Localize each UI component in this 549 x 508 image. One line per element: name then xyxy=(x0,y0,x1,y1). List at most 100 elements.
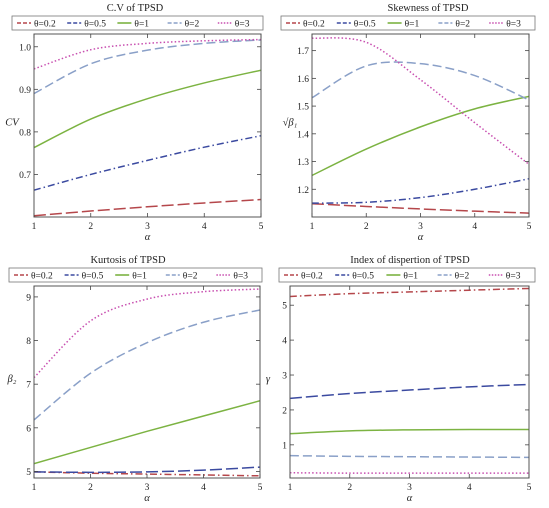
x-tick-label: 3 xyxy=(145,483,150,493)
x-tick-label: 1 xyxy=(32,483,37,493)
series-line xyxy=(34,39,261,95)
x-tick-label: 4 xyxy=(472,222,477,232)
series-line xyxy=(34,309,260,421)
series-line xyxy=(312,37,529,165)
chart-title: Kurtosis of TPSD xyxy=(90,255,165,266)
y-tick-label: 1.5 xyxy=(297,103,309,113)
y-tick-label: 1.7 xyxy=(297,47,309,57)
y-tick-label: 5 xyxy=(26,468,31,478)
x-axis-label: α xyxy=(407,493,413,504)
y-tick-label: 1.0 xyxy=(19,43,31,53)
series-line xyxy=(34,400,260,465)
y-axis-label: γ xyxy=(266,374,271,385)
x-tick-label: 2 xyxy=(88,483,93,493)
x-tick-label: 2 xyxy=(88,222,93,232)
x-tick-label: 1 xyxy=(32,222,37,232)
legend-label: θ=3 xyxy=(235,19,250,29)
chart-title: Skewness of TPSD xyxy=(388,3,469,14)
y-tick-label: 7 xyxy=(26,381,31,391)
legend-label: θ=3 xyxy=(506,19,521,29)
legend-label: θ=0.2 xyxy=(301,271,323,281)
legend-box xyxy=(11,15,264,31)
y-tick-label: 5 xyxy=(282,302,287,312)
legend-box xyxy=(278,267,536,283)
y-tick-label: 1.2 xyxy=(297,186,309,196)
series-line xyxy=(34,198,261,217)
chart-panel-3: Kurtosis of TPSD θ=0.2 θ=0.5 θ=1 θ=2 θ=3 1 2 3 4 5… xyxy=(7,255,263,504)
chart-title: C.V of TPSD xyxy=(107,3,164,14)
series-line xyxy=(312,177,529,204)
series-line xyxy=(290,454,529,459)
legend-label: θ=0.2 xyxy=(34,19,56,29)
x-tick-label: 3 xyxy=(418,222,423,232)
y-tick-label: 0.7 xyxy=(19,171,31,181)
chart-panel-2: Skewness of TPSD θ=0.2 θ=0.5 θ=1 θ=2 θ=3 1 2 3 4 5… xyxy=(280,3,536,243)
legend-label: θ=2 xyxy=(455,19,470,29)
legend-label: θ=0.2 xyxy=(31,271,53,281)
y-tick-label: 1.3 xyxy=(297,158,309,168)
chart-title: Index of dispertion of TPSD xyxy=(350,255,470,266)
y-tick-label: 0.9 xyxy=(19,86,31,96)
x-tick-label: 3 xyxy=(407,483,412,493)
plot-frame xyxy=(33,285,261,479)
legend-label: θ=2 xyxy=(183,271,198,281)
series-line xyxy=(34,134,261,191)
series-line xyxy=(34,69,261,149)
series-line xyxy=(290,287,529,298)
x-tick-label: 1 xyxy=(288,483,293,493)
series-line xyxy=(34,466,260,474)
x-tick-label: 4 xyxy=(201,483,206,493)
x-tick-label: 2 xyxy=(364,222,369,232)
series-line xyxy=(312,95,529,177)
x-tick-label: 2 xyxy=(347,483,352,493)
y-axis-label: √β₁ xyxy=(283,117,298,129)
x-axis-label: α xyxy=(418,232,424,243)
series-line xyxy=(312,61,529,101)
legend-label: θ=1 xyxy=(132,271,147,281)
legend-label: θ=1 xyxy=(134,19,149,29)
series-line xyxy=(290,383,529,400)
x-tick-label: 5 xyxy=(259,222,264,232)
plot-frame xyxy=(33,33,262,218)
legend-label: θ=0.2 xyxy=(303,19,325,29)
x-tick-label: 5 xyxy=(258,483,263,493)
legend-label: θ=2 xyxy=(455,271,470,281)
y-tick-label: 1 xyxy=(282,441,287,451)
y-tick-label: 1.4 xyxy=(297,130,309,140)
legend-label: θ=3 xyxy=(233,271,248,281)
legend-label: θ=1 xyxy=(403,271,418,281)
x-tick-label: 5 xyxy=(527,222,532,232)
y-axis-label: β₂ xyxy=(7,374,17,385)
y-tick-label: 2 xyxy=(282,406,287,416)
x-axis-label: α xyxy=(145,232,151,243)
legend-label: θ=3 xyxy=(506,271,521,281)
chart-panel-1: C.V of TPSD θ=0.2 θ=0.5 θ=1 θ=2 θ=3 1 2 3 4 5 0.7 0.… xyxy=(5,3,263,243)
legend-label: θ=0.5 xyxy=(82,271,104,281)
plot-frame xyxy=(289,285,530,479)
x-tick-label: 4 xyxy=(202,222,207,232)
x-axis-label: α xyxy=(144,493,150,504)
legend-label: θ=2 xyxy=(185,19,200,29)
y-tick-label: 4 xyxy=(282,337,287,347)
legend-label: θ=0.5 xyxy=(354,19,376,29)
y-tick-label: 3 xyxy=(282,372,287,382)
series-line xyxy=(290,428,529,435)
legend-label: θ=1 xyxy=(405,19,420,29)
y-tick-label: 9 xyxy=(26,293,31,303)
x-tick-label: 1 xyxy=(310,222,315,232)
legend-box xyxy=(280,15,536,31)
plot-frame xyxy=(311,33,530,218)
series-line xyxy=(312,202,529,214)
y-tick-label: 0.8 xyxy=(19,128,31,138)
series-line xyxy=(34,38,261,70)
y-tick-label: 6 xyxy=(26,424,31,434)
y-tick-label: 1.6 xyxy=(297,75,309,85)
series-line xyxy=(34,288,260,379)
y-tick-label: 8 xyxy=(26,337,31,347)
legend-box xyxy=(8,267,263,283)
chart-panel-4: Index of dispertion of TPSD θ=0.2 θ=0.5 θ=1… xyxy=(266,255,536,504)
legend-label: θ=0.5 xyxy=(352,271,374,281)
y-axis-label: CV xyxy=(5,118,20,129)
x-tick-label: 4 xyxy=(467,483,472,493)
legend-label: θ=0.5 xyxy=(84,19,106,29)
